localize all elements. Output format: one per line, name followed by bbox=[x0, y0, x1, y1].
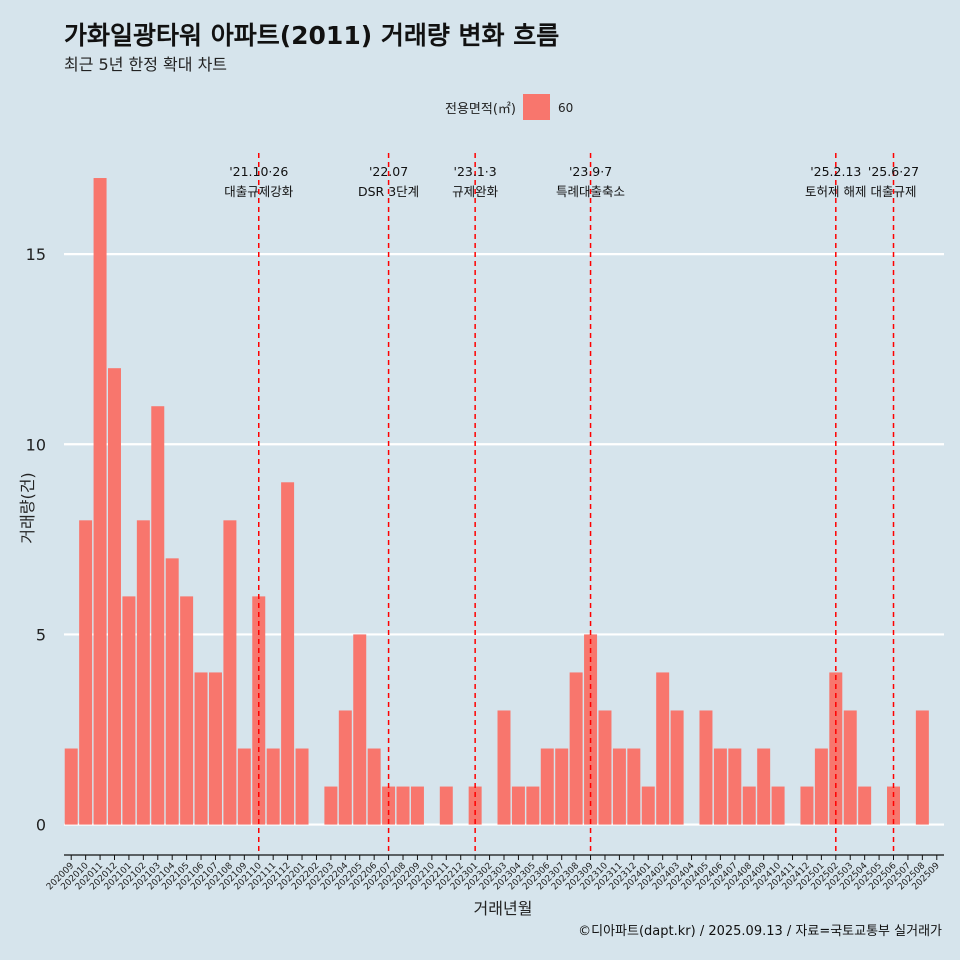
bar-202206 bbox=[367, 748, 381, 825]
bar-202107 bbox=[208, 672, 222, 825]
legend-title: 전용면적(㎡) bbox=[445, 102, 516, 117]
legend-swatch-60 bbox=[523, 94, 550, 120]
y-tick-label-15: 15 bbox=[26, 245, 46, 264]
bar-202009 bbox=[64, 748, 78, 825]
bar-202104 bbox=[165, 558, 179, 825]
bar-202501 bbox=[814, 748, 828, 825]
bar-202209 bbox=[410, 786, 424, 825]
bar-202308 bbox=[569, 672, 583, 825]
bar-202410 bbox=[771, 786, 785, 825]
bar-202408 bbox=[742, 786, 756, 825]
bar-202106 bbox=[194, 672, 208, 825]
event-label-202207-1: '22.07 bbox=[369, 164, 408, 179]
event-label-202207-2: DSR 3단계 bbox=[358, 184, 419, 199]
event-label-202309-2: 특례대출축소 bbox=[556, 184, 625, 199]
bar-202108 bbox=[223, 520, 237, 825]
event-label-202502-1: '25.2.13 bbox=[810, 164, 861, 179]
bar-202409 bbox=[757, 748, 771, 825]
bar-202407 bbox=[728, 748, 742, 825]
event-label-202506-1: '25.6·27 bbox=[868, 164, 919, 179]
event-label-202301-2: 규제완화 bbox=[452, 184, 499, 199]
source-caption: ©디아파트(dapt.kr) / 2025.09.13 / 자료=국토교통부 실… bbox=[578, 924, 942, 939]
event-label-202110-2: 대출규제강화 bbox=[224, 184, 294, 199]
event-label-202309-1: '23.9·7 bbox=[569, 164, 612, 179]
event-label-202502-2: 토허제 해제 bbox=[805, 184, 866, 199]
bar-202109 bbox=[237, 748, 251, 825]
bar-202211 bbox=[439, 786, 453, 825]
bar-202105 bbox=[180, 596, 194, 825]
bar-202011 bbox=[93, 178, 107, 825]
bar-202403 bbox=[670, 710, 684, 825]
y-axis-title: 거래량(건) bbox=[18, 472, 37, 543]
bar-202111 bbox=[266, 748, 280, 825]
event-label-202110-1: '21.10·26 bbox=[229, 164, 288, 179]
chart-subtitle: 최근 5년 한정 확대 차트 bbox=[64, 55, 227, 74]
event-label-202301-1: '23.1·3 bbox=[454, 164, 497, 179]
bar-202307 bbox=[555, 748, 569, 825]
bar-202405 bbox=[699, 710, 713, 825]
x-axis-title: 거래년월 bbox=[474, 899, 533, 918]
x-axis: 2020092020102020112020122021012021022021… bbox=[45, 854, 944, 892]
event-annotations: '21.10·26 대출규제강화 '22.07 DSR 3단계 '23.1·3 규제완화 '… bbox=[224, 153, 919, 855]
bar-202012 bbox=[108, 368, 121, 825]
bar-202112 bbox=[281, 482, 295, 825]
bar-202508 bbox=[915, 710, 929, 825]
y-axis-ticks: 0 5 10 15 bbox=[26, 245, 46, 834]
bar-202503 bbox=[843, 710, 857, 825]
bar-202311 bbox=[612, 748, 626, 825]
bar-202101 bbox=[122, 596, 136, 825]
bar-202504 bbox=[858, 786, 872, 825]
bar-202304 bbox=[511, 786, 525, 825]
bar-202102 bbox=[136, 520, 150, 825]
bar-202303 bbox=[497, 710, 511, 825]
bar-202402 bbox=[656, 672, 670, 825]
bar-202204 bbox=[338, 710, 352, 825]
bar-202312 bbox=[627, 748, 641, 825]
y-tick-label-5: 5 bbox=[36, 625, 46, 644]
bar-202310 bbox=[598, 710, 612, 825]
y-tick-label-10: 10 bbox=[26, 435, 46, 454]
bar-202208 bbox=[396, 786, 410, 825]
event-label-202506-2: 대출규제 bbox=[871, 184, 917, 199]
bar-202406 bbox=[713, 748, 727, 825]
bar-202401 bbox=[641, 786, 655, 825]
bar-202412 bbox=[800, 786, 814, 825]
bar-202205 bbox=[353, 634, 367, 825]
chart-title: 가화일광타워 아파트(2011) 거래량 변화 흐름 bbox=[64, 21, 559, 50]
legend-label-60: 60 bbox=[558, 101, 573, 115]
y-tick-label-0: 0 bbox=[36, 816, 46, 835]
legend: 전용면적(㎡) 60 bbox=[445, 94, 573, 120]
bar-202103 bbox=[151, 406, 165, 825]
bar-202203 bbox=[324, 786, 338, 825]
bar-202010 bbox=[79, 520, 93, 825]
bar-202110 bbox=[252, 596, 266, 825]
bar-series-60 bbox=[64, 178, 929, 825]
bar-202201 bbox=[295, 748, 309, 825]
bar-202306 bbox=[540, 748, 554, 825]
bar-202305 bbox=[526, 786, 540, 825]
